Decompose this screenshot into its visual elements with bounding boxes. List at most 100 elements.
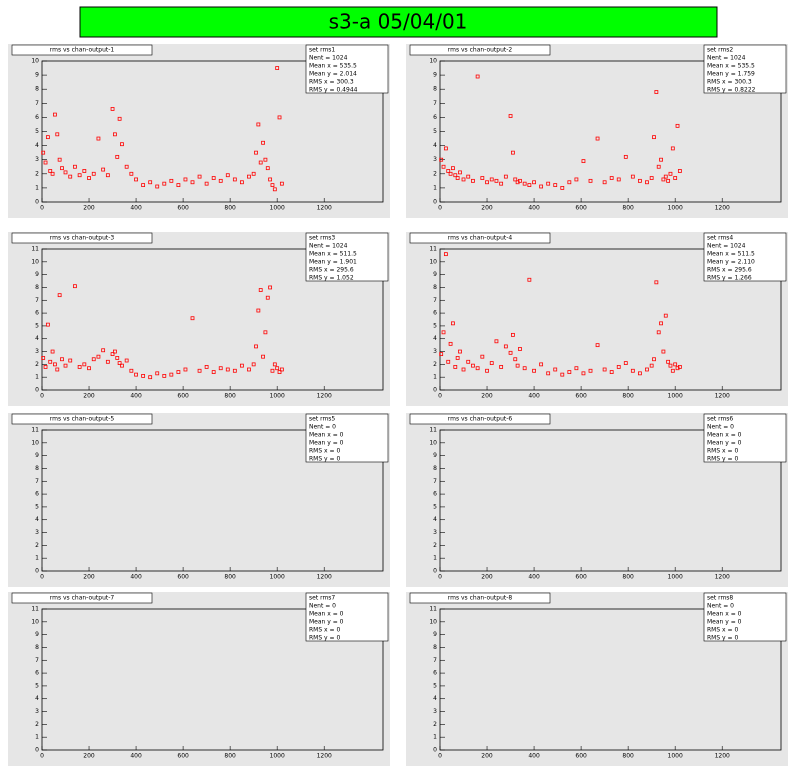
y-tick-label: 1	[433, 374, 437, 381]
point	[485, 180, 489, 185]
point	[115, 356, 120, 360]
point	[270, 183, 275, 187]
point	[539, 362, 544, 367]
point	[82, 169, 87, 173]
y-tick-label: 7	[433, 657, 437, 664]
y-tick-label: 3	[433, 529, 437, 536]
point	[567, 370, 572, 374]
y-tick-label: 6	[35, 114, 39, 121]
point	[546, 371, 551, 376]
x-tick-label: 600	[177, 753, 189, 760]
point	[43, 160, 48, 165]
point	[211, 176, 216, 180]
y-tick-label: 6	[433, 310, 437, 317]
point	[162, 181, 167, 186]
point	[60, 166, 64, 171]
point	[439, 157, 444, 162]
point	[91, 357, 96, 362]
point	[595, 343, 600, 348]
point	[489, 177, 494, 182]
point	[77, 173, 82, 178]
y-tick-label: 7	[35, 297, 39, 304]
point	[225, 367, 230, 372]
y-tick-label: 0	[35, 199, 39, 206]
point	[439, 352, 444, 357]
point	[602, 367, 607, 372]
y-tick-label: 5	[35, 128, 39, 135]
point	[141, 183, 146, 187]
point	[503, 174, 508, 179]
point	[268, 285, 273, 290]
stats-line: Mean x = 0	[309, 611, 344, 618]
point	[513, 177, 518, 182]
y-tick-label: 3	[35, 529, 39, 536]
point	[673, 176, 678, 180]
point	[485, 368, 489, 373]
y-tick-label: 10	[429, 58, 437, 65]
x-tick-label: 1200	[715, 205, 730, 212]
point	[169, 372, 174, 377]
point	[446, 359, 451, 364]
point	[668, 363, 673, 368]
point	[254, 344, 258, 349]
point	[68, 358, 73, 363]
point	[261, 140, 265, 145]
point	[258, 160, 263, 165]
point	[630, 174, 635, 179]
point	[475, 366, 480, 371]
point	[251, 362, 256, 367]
point	[232, 368, 237, 373]
point	[239, 180, 244, 185]
point	[263, 157, 268, 162]
stats-line: RMS x = 300.3	[707, 79, 752, 86]
point	[68, 174, 73, 179]
x-tick-label: 600	[575, 205, 587, 212]
title-box	[409, 413, 551, 425]
point	[218, 366, 223, 371]
y-tick-label: 11	[31, 427, 39, 434]
y-tick-label: 4	[433, 695, 437, 702]
y-tick-label: 0	[433, 199, 437, 206]
point	[218, 178, 223, 183]
x-tick-label: 1000	[270, 393, 285, 400]
y-tick-label: 5	[433, 128, 437, 135]
point	[176, 183, 181, 187]
point	[53, 112, 57, 117]
x-tick-label: 0	[40, 393, 44, 400]
point	[480, 176, 485, 180]
point	[581, 371, 586, 376]
point	[190, 180, 195, 185]
point	[659, 157, 663, 162]
y-tick-label: 4	[35, 695, 39, 702]
point	[446, 169, 451, 173]
y-tick-label: 8	[433, 86, 437, 93]
stats-line: Mean x = 511.5	[707, 251, 755, 258]
point	[155, 371, 160, 376]
point	[183, 367, 188, 372]
point	[82, 362, 87, 367]
y-tick-label: 9	[35, 72, 39, 79]
y-tick-label: 0	[433, 387, 437, 394]
stats-line: Nent = 0	[309, 603, 336, 610]
x-tick-label: 400	[528, 205, 540, 212]
x-tick-label: 0	[40, 753, 44, 760]
point	[649, 176, 654, 180]
stats-line: Nent = 1024	[309, 243, 348, 250]
point	[513, 357, 518, 362]
x-tick-label: 200	[83, 574, 95, 581]
stats-line: Mean y = 2.014	[309, 71, 357, 78]
y-tick-label: 6	[35, 310, 39, 317]
stats-line: Nent = 1024	[707, 55, 746, 62]
point	[105, 173, 110, 178]
panel-title: rms vs chan-output-1	[50, 47, 115, 54]
y-tick-label: 9	[35, 631, 39, 638]
y-tick-label: 3	[35, 348, 39, 355]
point	[522, 181, 527, 186]
y-tick-label: 6	[433, 114, 437, 121]
point	[45, 322, 50, 327]
point	[225, 173, 230, 178]
x-tick-label: 1200	[317, 753, 332, 760]
stats-line: Mean y = 0	[309, 440, 344, 447]
point	[124, 164, 129, 169]
stats-line: Mean y = 1.901	[309, 259, 357, 266]
